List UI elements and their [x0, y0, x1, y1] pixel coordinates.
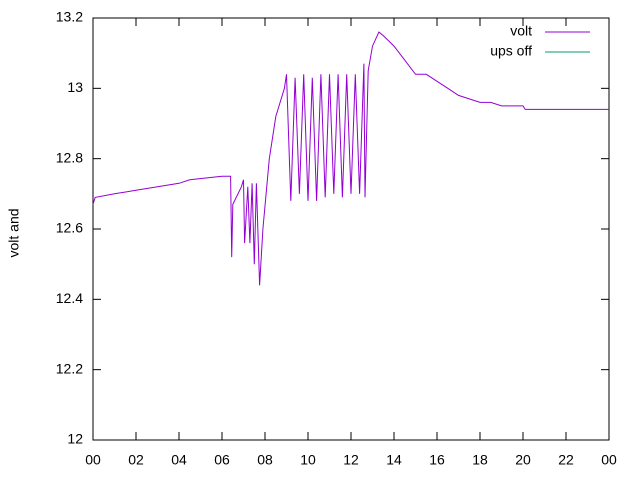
plot-frame — [92, 17, 610, 441]
x-tick-label: 00 — [601, 452, 617, 468]
x-tick-label: 06 — [214, 452, 230, 468]
x-tick-label: 10 — [300, 452, 316, 468]
legend-label: volt — [510, 23, 532, 39]
x-tick-label: 12 — [343, 452, 359, 468]
y-tick-label: 12 — [67, 431, 83, 447]
y-tick-label: 12.2 — [56, 360, 83, 376]
x-tick-label: 14 — [386, 452, 402, 468]
data-line — [92, 31, 609, 286]
y-tick-label: 12.4 — [56, 290, 83, 306]
y-axis-label: volt and — [6, 208, 22, 257]
x-tick-label: 20 — [515, 452, 531, 468]
y-tick-label: 12.6 — [56, 220, 83, 236]
y-tick-label: 13.2 — [56, 9, 83, 25]
x-tick-label: 22 — [558, 452, 574, 468]
x-tick-label: 18 — [472, 452, 488, 468]
y-tick-label: 13 — [67, 79, 83, 95]
x-tick-label: 02 — [128, 452, 144, 468]
x-tick-label: 16 — [429, 452, 445, 468]
y-tick-label: 12.8 — [56, 149, 83, 165]
x-tick-label: 04 — [171, 452, 187, 468]
x-tick-label: 00 — [85, 452, 101, 468]
legend-label: ups off — [490, 43, 532, 59]
x-tick-label: 08 — [257, 452, 273, 468]
